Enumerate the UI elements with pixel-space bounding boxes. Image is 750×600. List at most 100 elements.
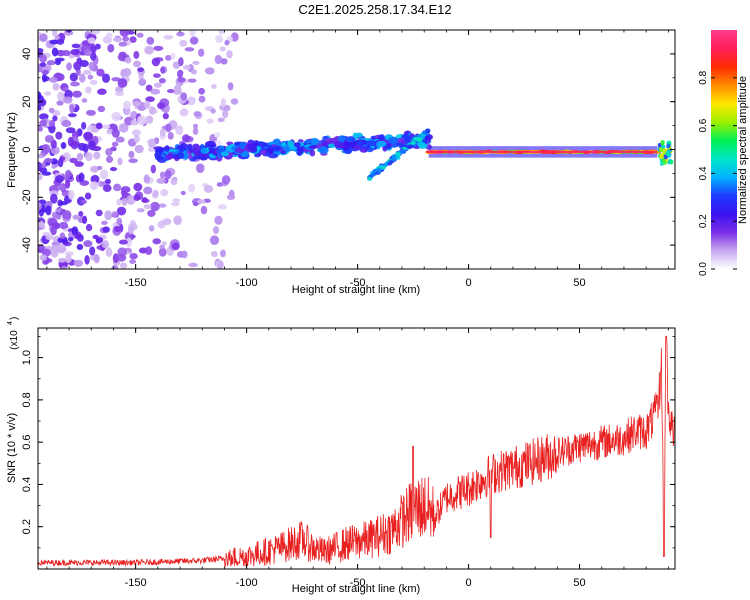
diffuse-scatter [57,184,67,191]
diffuse-scatter [130,110,138,120]
end-spike [661,157,666,163]
diffuse-scatter [81,98,88,103]
diffuse-scatter [198,95,206,103]
broad-echo [297,146,305,154]
diffuse-scatter [124,56,132,64]
diffuse-scatter [83,240,93,248]
diffuse-scatter [123,100,131,110]
y-tick-label: 0 [21,146,33,152]
diffuse-scatter [38,173,43,181]
diffuse-scatter [52,115,58,122]
diffuse-scatter [176,31,185,37]
diffuse-scatter [200,205,208,215]
end-spike [669,159,674,165]
end-spike [663,154,668,160]
diffuse-scatter [213,132,221,138]
diffuse-scatter [132,101,141,107]
diffuse-scatter [176,70,183,78]
diffuse-scatter [175,125,184,136]
diffuse-scatter [69,72,78,82]
diffuse-scatter [143,174,150,184]
diffuse-scatter [192,127,199,136]
rising-branch [395,152,401,157]
diffuse-scatter [93,151,101,160]
rising-branch [378,164,384,169]
diffuse-scatter [111,111,122,122]
diffuse-scatter [62,210,72,220]
diffuse-scatter [115,136,125,143]
colorbar-tick-label: 0.2 [698,214,709,228]
diffuse-scatter [151,57,161,67]
diffuse-scatter [45,234,54,241]
diffuse-scatter [46,60,56,66]
diffuse-scatter [157,102,166,110]
diffuse-scatter [214,215,223,225]
spectrogram-y-label: Frequency (Hz) [6,112,18,188]
y-tick-label: -20 [21,189,33,205]
diffuse-scatter [221,175,231,185]
diffuse-scatter [111,265,119,269]
diffuse-scatter [55,213,62,220]
diffuse-scatter [89,246,96,256]
chart-title: C2E1.2025.258.17.34.E12 [298,2,452,17]
broad-echo [318,146,329,154]
diffuse-scatter [226,194,236,200]
diffuse-scatter [48,107,55,114]
diffuse-scatter [222,109,229,119]
diffuse-scatter [118,123,129,133]
spectrogram-panel: -150 -100 -50 0 50 -40 -20 0 20 40 Height of stra… [6,29,676,296]
broad-echo [280,150,286,155]
diffuse-scatter [145,96,155,103]
diffuse-scatter [184,47,195,52]
rising-branch [369,173,375,178]
colorbar: 0.0 0.2 0.4 0.6 0.8 Normalized spectral ampl… [698,30,749,276]
diffuse-scatter [189,30,196,37]
diffuse-scatter [122,36,130,42]
x-tick-label: -100 [236,277,258,289]
diffuse-scatter [88,61,95,71]
diffuse-scatter [117,157,123,166]
diffuse-scatter [165,55,172,61]
diffuse-scatter [95,237,104,244]
diffuse-scatter [217,117,225,123]
diffuse-scatter [190,69,198,75]
diffuse-scatter [119,262,128,269]
diffuse-scatter [38,202,42,211]
diffuse-scatter [143,204,152,210]
broad-echo [310,137,319,146]
diffuse-scatter [197,199,206,204]
snr-axes: -150 -100 -50 0 50 0.2 0.4 0.6 0.8 1.0 [21,328,675,589]
x-tick-label: -150 [125,577,147,589]
broad-echo [268,147,274,155]
diffuse-scatter [62,96,73,104]
diffuse-scatter [136,208,145,213]
diffuse-scatter [130,119,139,126]
diffuse-scatter [166,88,175,94]
broad-echo [287,140,295,148]
diffuse-scatter [133,194,141,202]
y-tick-label: 1.0 [21,350,33,365]
broad-echo [418,142,428,149]
diffuse-scatter [125,237,132,248]
snr-peak-point [412,445,414,447]
diffuse-scatter [211,250,218,258]
diffuse-scatter [69,157,78,164]
snr-scale-label: (x10 4 ) [7,317,20,350]
rising-branch [376,167,382,172]
diffuse-scatter [193,111,201,117]
end-spike [665,150,670,156]
rising-branch [390,157,396,162]
diffuse-scatter [179,108,189,117]
diffuse-scatter [211,84,217,89]
diffuse-scatter [38,47,44,54]
diffuse-scatter [195,163,205,174]
broad-echo [267,153,279,159]
diffuse-scatter [38,98,47,107]
diffuse-scatter [220,249,226,258]
diffuse-scatter [84,255,90,265]
diffuse-scatter [227,82,234,91]
diffuse-scatter [54,59,61,66]
diffuse-scatter [38,104,42,111]
snr-scale-exponent: 4 [7,321,14,325]
diffuse-scatter [66,62,72,71]
